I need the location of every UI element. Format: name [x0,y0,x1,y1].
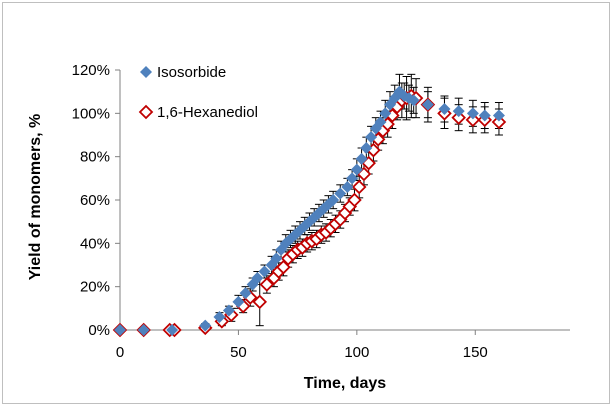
isosorbide-point [341,181,354,193]
data-points [112,85,507,338]
hexanediol-point [491,114,507,130]
isosorbide-point [222,304,235,317]
y-axis-title: Yield of monomers, % [27,114,44,281]
isosorbide-point [334,187,347,200]
y-tick-label: 60% [80,192,110,209]
y-tick-label: 40% [80,235,110,252]
legend-marker-hexanediol [138,104,154,120]
y-tick-label: 20% [80,279,110,296]
isosorbide-point [466,107,479,120]
isosorbide-point [137,324,150,336]
hexanediol-point [259,277,275,292]
isosorbide-point [379,107,392,120]
isosorbide-point [407,94,420,107]
hexanediol-point [465,112,481,128]
isosorbide-point [239,287,252,300]
isosorbide-point [327,194,340,206]
x-tick-label: 150 [463,344,488,361]
isosorbide-point [213,311,226,323]
isosorbide-point [346,172,359,185]
isosorbide-point [478,109,491,122]
isosorbide-point [374,116,387,128]
y-tick-label: 0% [88,322,110,339]
hexanediol-point [276,259,291,275]
isosorbide-point [438,103,451,115]
isosorbide-point [452,105,465,118]
isosorbide-point [365,131,378,144]
legend-marker-isosorbide [140,66,152,78]
isosorbide-point [166,324,179,336]
y-tick-label: 120% [72,62,110,79]
isosorbide-point [114,324,126,336]
legend-label-hexanediol: 1,6-Hexanediol [157,104,258,121]
legend-label-isosorbide: Isosorbide [157,64,226,81]
isosorbide-point [258,265,271,278]
isosorbide-point [199,319,212,332]
isosorbide-point [492,109,505,122]
isosorbide-point [421,98,434,111]
hexanediol-point [252,294,268,310]
tick-labels: 0% 20% 40% 60% 80% 100% 120% 0 50 100 150 [72,62,488,361]
isosorbide-point [360,142,373,154]
chart-frame [2,2,610,404]
legend: Isosorbide 1,6-Hexanediol [138,64,258,121]
isosorbide-point [246,278,259,291]
hexanediol-point [451,110,466,125]
isosorbide-point [270,252,283,265]
y-tick-label: 80% [80,149,110,166]
x-tick-label: 0 [116,344,124,361]
x-tick-label: 100 [344,344,369,361]
hexanediol-point [347,192,362,208]
y-tick-label: 100% [72,105,110,122]
isosorbide-point [251,272,264,284]
hexanediol-point [351,179,367,195]
x-axis-title: Time, days [304,375,387,392]
x-tick-label: 50 [230,344,247,361]
isosorbide-point [232,295,245,308]
isosorbide-point [350,163,363,176]
isosorbide-point [355,152,368,165]
